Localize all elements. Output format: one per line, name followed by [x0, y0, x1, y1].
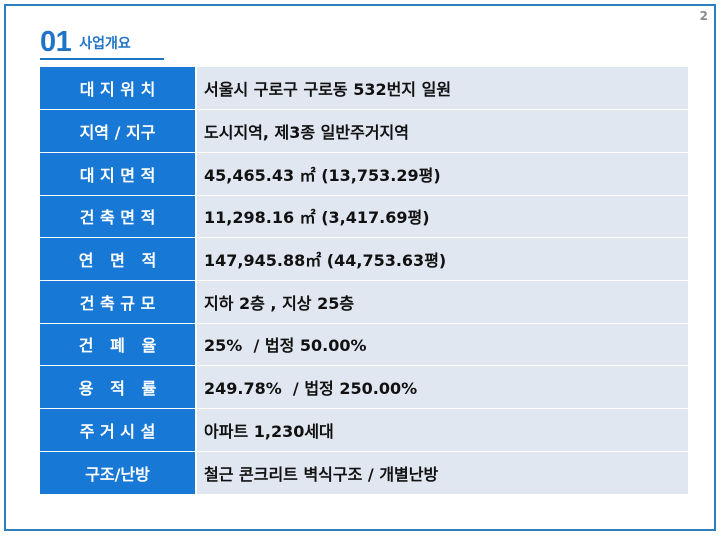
row-value: 11,298.16 ㎡ (3,417.69평)	[196, 195, 688, 239]
row-label: 대 지 면 적	[40, 152, 197, 196]
table-row: 지역 / 지구 도시지역, 제3종 일반주거지역	[40, 109, 688, 153]
slide-frame	[4, 4, 716, 531]
section-underline	[40, 58, 164, 60]
table-row: 구조/난방 철근 콘크리트 벽식구조 / 개별난방	[40, 451, 688, 494]
table-row: 연 면 적 147,945.88㎡ (44,753.63평)	[40, 237, 688, 281]
row-label: 건 폐 율	[40, 323, 197, 367]
row-value: 147,945.88㎡ (44,753.63평)	[196, 237, 688, 281]
table-row: 건 폐 율 25% / 법정 50.00%	[40, 323, 688, 367]
section-title: 사업개요	[79, 36, 131, 52]
row-value: 도시지역, 제3종 일반주거지역	[196, 109, 688, 153]
table-row: 대 지 위 치 서울시 구로구 구로동 532번지 일원	[40, 67, 688, 111]
row-label: 연 면 적	[40, 237, 197, 281]
row-label: 용 적 률	[40, 365, 197, 409]
row-label: 구조/난방	[40, 451, 197, 494]
table-row: 주 거 시 설 아파트 1,230세대	[40, 408, 688, 452]
row-value: 서울시 구로구 구로동 532번지 일원	[196, 67, 688, 111]
row-value: 45,465.43 ㎡ (13,753.29평)	[196, 152, 688, 196]
table-row: 건 축 면 적 11,298.16 ㎡ (3,417.69평)	[40, 195, 688, 239]
row-label: 지역 / 지구	[40, 109, 197, 153]
page-number: 2	[699, 9, 708, 23]
row-value: 아파트 1,230세대	[196, 408, 688, 452]
project-overview-table: 대 지 위 치 서울시 구로구 구로동 532번지 일원 지역 / 지구 도시지…	[40, 67, 688, 494]
table-row: 용 적 률 249.78% / 법정 250.00%	[40, 365, 688, 409]
table-row: 대 지 면 적 45,465.43 ㎡ (13,753.29평)	[40, 152, 688, 196]
section-header: 01 사업개요	[40, 27, 131, 57]
table-row: 건 축 규 모 지하 2층 , 지상 25층	[40, 280, 688, 324]
row-value: 철근 콘크리트 벽식구조 / 개별난방	[196, 451, 688, 494]
row-value: 25% / 법정 50.00%	[196, 323, 688, 367]
section-number: 01	[40, 26, 72, 58]
row-label: 대 지 위 치	[40, 67, 197, 111]
row-label: 주 거 시 설	[40, 408, 197, 452]
row-label: 건 축 면 적	[40, 195, 197, 239]
row-value: 249.78% / 법정 250.00%	[196, 365, 688, 409]
row-value: 지하 2층 , 지상 25층	[196, 280, 688, 324]
row-label: 건 축 규 모	[40, 280, 197, 324]
